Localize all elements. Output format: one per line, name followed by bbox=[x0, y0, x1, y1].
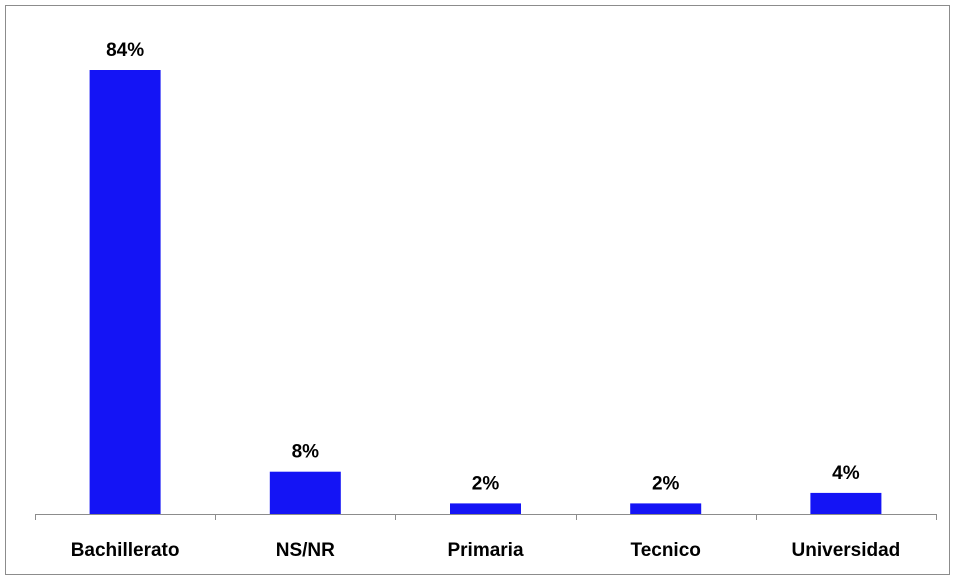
x-tick-label: NS/NR bbox=[276, 540, 335, 561]
data-labels-layer: 84% 8% 2% 2% 4% bbox=[106, 40, 860, 494]
x-tick-label: Primaria bbox=[447, 540, 523, 561]
data-label: 84% bbox=[106, 40, 144, 61]
bar-tecnico bbox=[630, 503, 702, 514]
chart-frame bbox=[5, 5, 950, 575]
x-tick-label: Bachillerato bbox=[71, 540, 180, 561]
x-tick-label: Universidad bbox=[792, 540, 901, 561]
bar-universidad bbox=[810, 492, 882, 514]
bar-primaria bbox=[450, 503, 521, 514]
bar-ns-nr bbox=[269, 471, 341, 514]
data-label: 4% bbox=[832, 463, 860, 484]
x-tick-label: Tecnico bbox=[631, 540, 701, 561]
data-label: 2% bbox=[652, 473, 680, 494]
x-axis bbox=[35, 514, 937, 520]
tick-labels-layer: Bachillerato NS/NR Primaria Tecnico Universi… bbox=[71, 540, 901, 561]
data-label: 2% bbox=[472, 473, 500, 494]
bars-layer bbox=[89, 70, 882, 514]
data-label: 8% bbox=[292, 442, 320, 463]
bar-bachillerato bbox=[89, 70, 161, 514]
